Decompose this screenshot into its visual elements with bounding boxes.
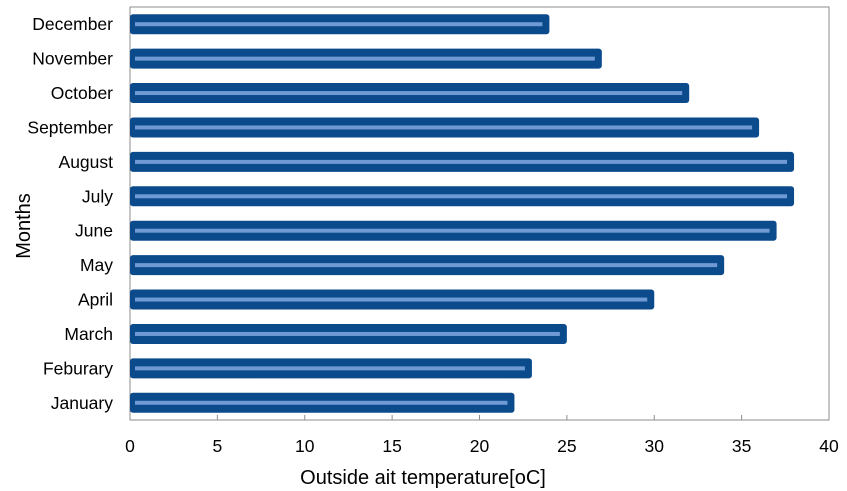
x-axis: 0 5 10 15 20 25 30 35 40 — [125, 415, 839, 456]
bar-highlight-november — [135, 56, 595, 61]
x-tick-label: 25 — [557, 436, 576, 456]
bar-highlight-july — [135, 194, 788, 199]
bar-highlight-may — [135, 263, 718, 268]
bar-highlight-march — [135, 331, 560, 336]
category-label-june: June — [75, 221, 113, 241]
bar-highlight-june — [135, 228, 770, 233]
x-tick-label: 35 — [732, 436, 751, 456]
category-label-january: January — [51, 393, 114, 413]
bars-group — [130, 14, 795, 413]
bar-highlight-august — [135, 159, 788, 164]
category-label-august: August — [59, 152, 114, 172]
bar-highlight-september — [135, 125, 753, 130]
bar-highlight-april — [135, 297, 648, 302]
category-label-april: April — [78, 290, 113, 310]
bar-highlight-january — [135, 400, 508, 405]
x-tick-label: 5 — [213, 436, 223, 456]
y-axis-title: Months — [13, 193, 35, 259]
plot-frame — [129, 6, 830, 421]
bar-highlight-december — [135, 22, 543, 27]
category-label-october: October — [51, 83, 113, 103]
category-label-feburary: Feburary — [43, 358, 113, 378]
x-tick-label: 10 — [295, 436, 315, 456]
x-tick-label: 30 — [645, 436, 665, 456]
x-axis-title: Outside ait temperature[oC] — [300, 467, 546, 489]
bar-highlight-feburary — [135, 366, 525, 371]
category-labels: January Feburary March April May June July Augu… — [27, 14, 113, 413]
x-tick-label: 40 — [819, 436, 839, 456]
x-tick-label: 0 — [125, 436, 135, 456]
category-label-november: November — [32, 49, 113, 69]
category-label-july: July — [82, 186, 113, 206]
category-label-december: December — [32, 14, 113, 34]
category-label-march: March — [64, 324, 113, 344]
bar-highlight-october — [135, 91, 683, 96]
category-label-may: May — [80, 255, 113, 275]
x-tick-label: 15 — [382, 436, 401, 456]
category-label-september: September — [27, 117, 113, 137]
x-tick-label: 20 — [470, 436, 490, 456]
